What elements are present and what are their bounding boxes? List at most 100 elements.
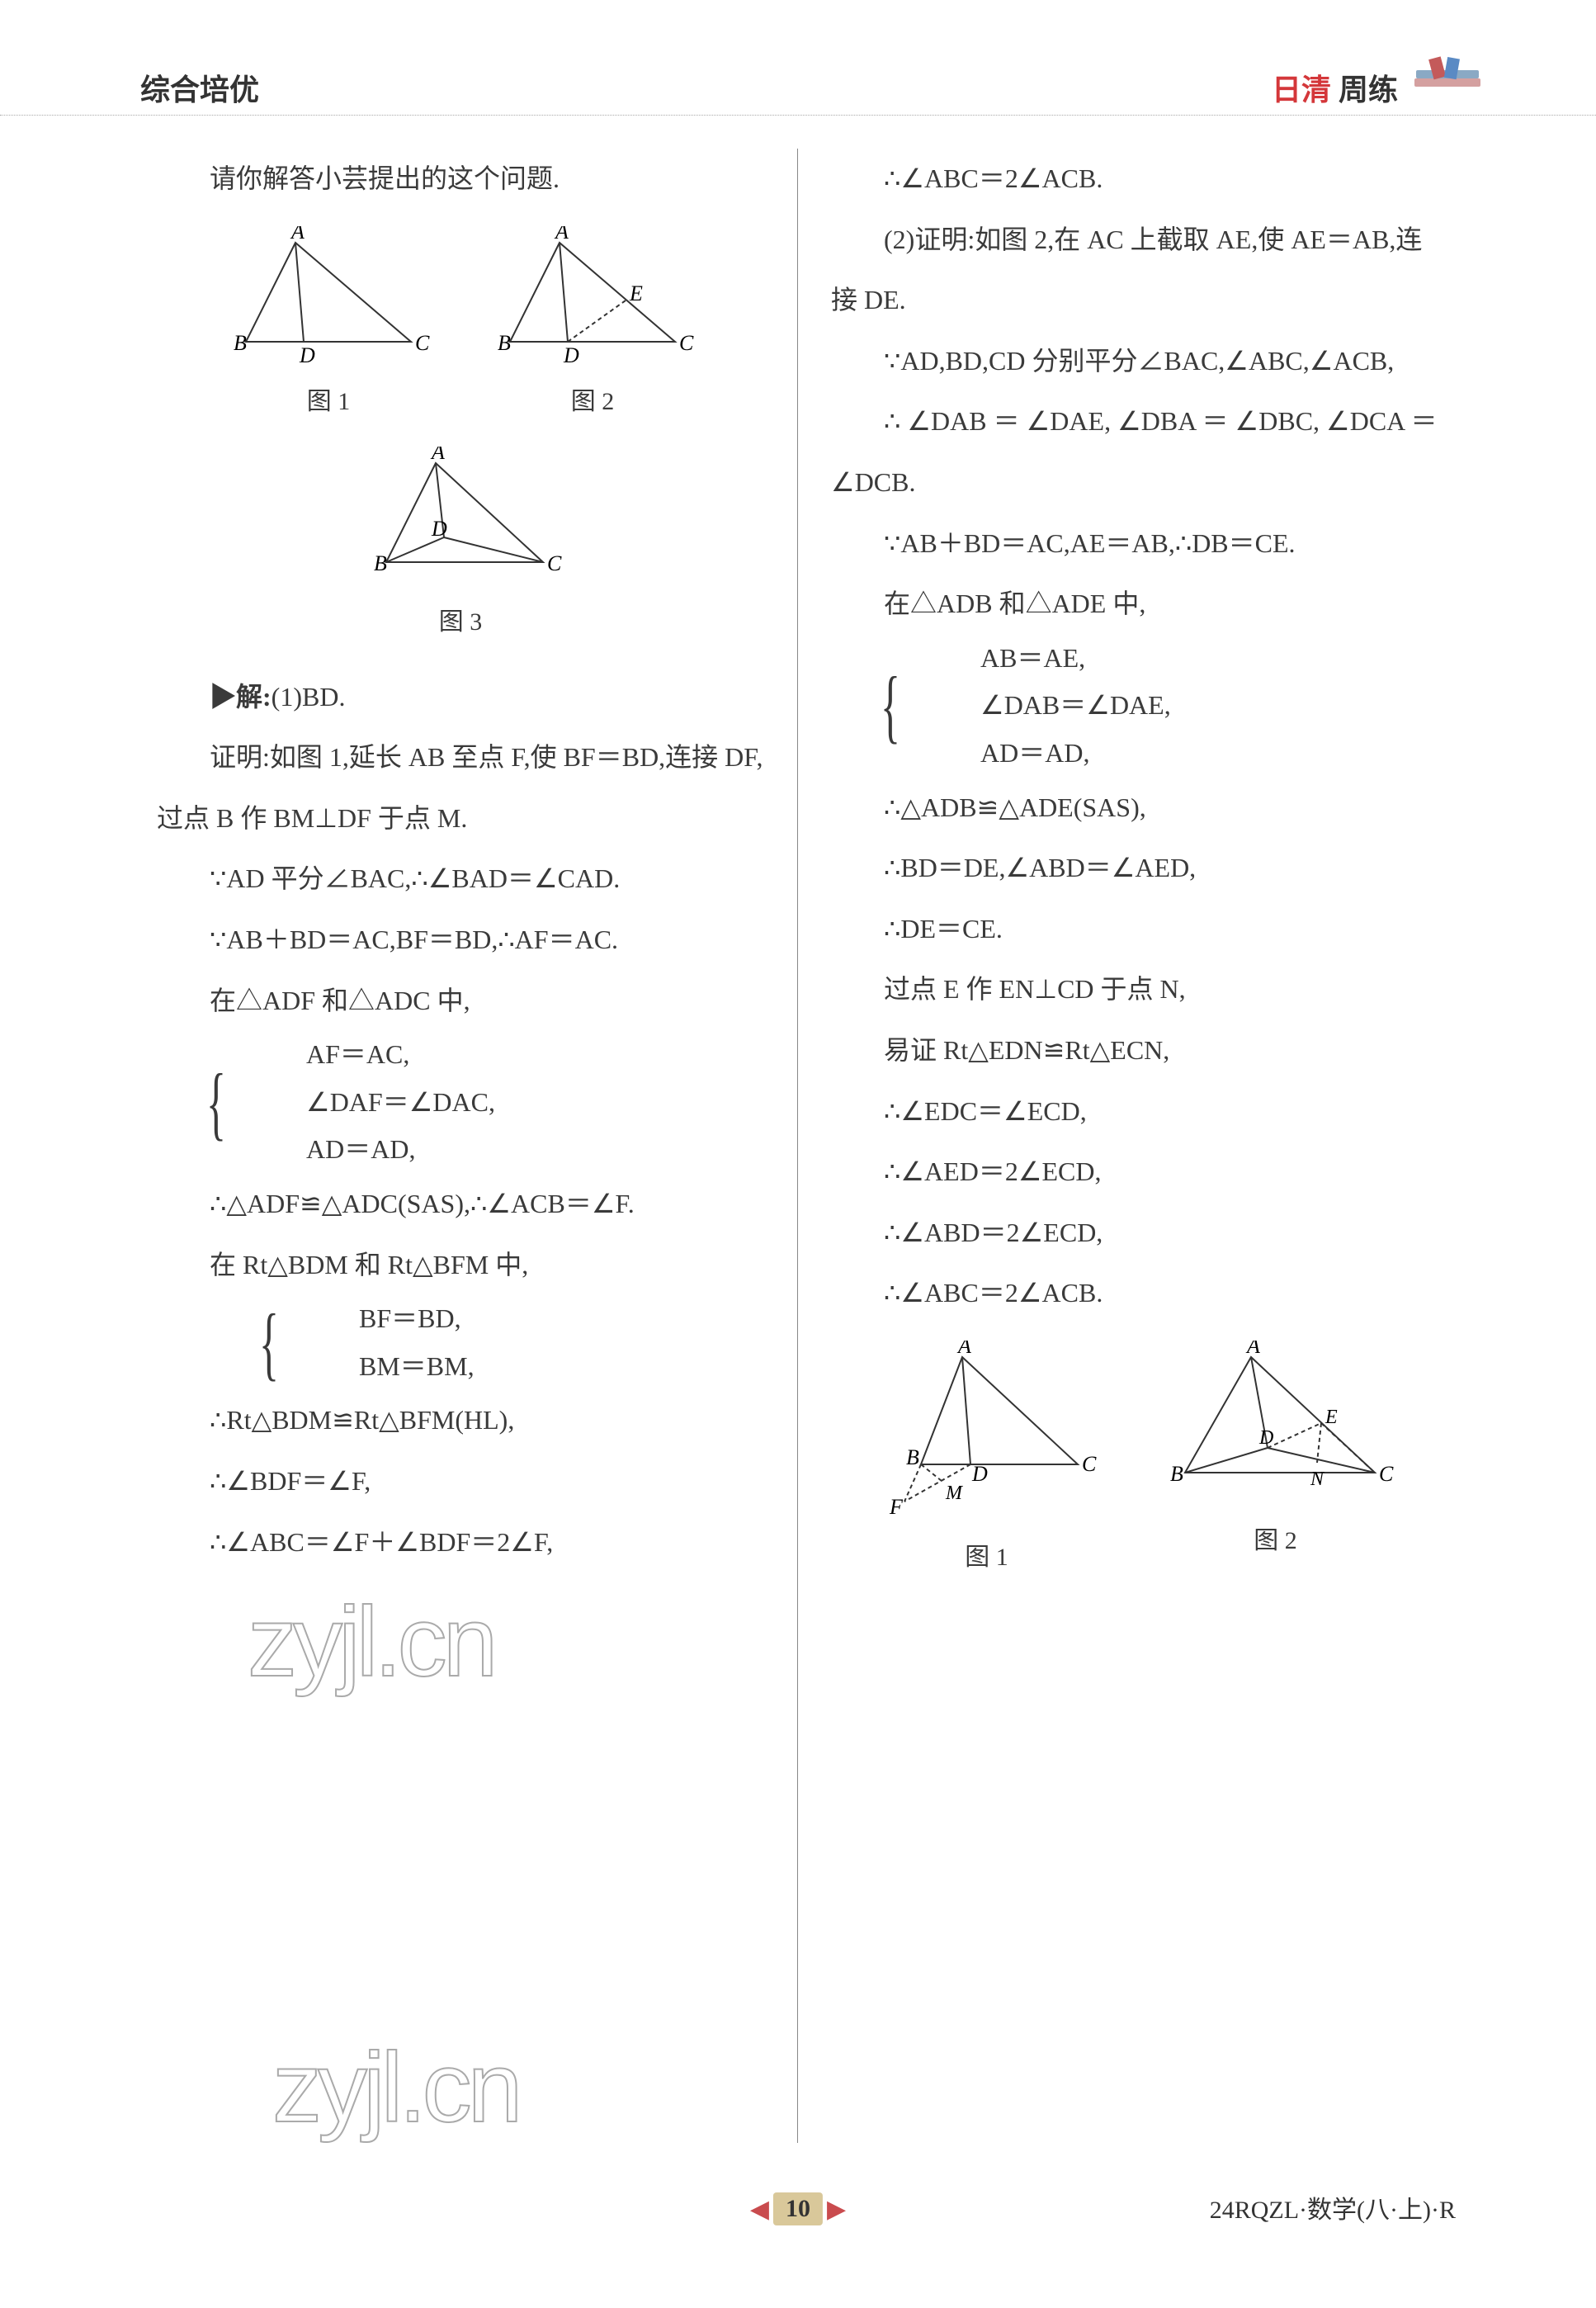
fig2-caption: 图 2 [571,373,615,430]
solution-diagram-1: A B C D F M [871,1341,1103,1522]
sol-l5-pre: 在△ADF 和△ADC 中, [210,986,470,1015]
problem-figure-1: A B C D 图 1 [221,226,436,430]
footer-code: 24RQZL·数学(八·上)·R [1210,2189,1456,2225]
watermark-1: zyjl.cn [248,1585,493,1699]
brace3-line2: ∠DAB＝∠DAE, [928,682,1171,730]
sol-l2: 过点 B 作 BM⊥DF 于点 M. [157,788,764,849]
page-arrow-left-icon: ◀ [750,2195,769,2224]
sol-r5-pre: 在△ADB 和△ADE 中, [884,589,1145,618]
sol-r4: ∵AB＋BD＝AC,AE＝AB,∴DB＝CE. [831,513,1439,575]
svg-text:E: E [629,281,643,305]
triangle-diagram-3: A B C D [353,447,568,587]
svg-text:D: D [1258,1427,1273,1449]
svg-text:A: A [1245,1341,1260,1358]
brace3-line3: AD＝AD, [928,730,1171,778]
content-area: 请你解答小芸提出的这个问题. A B C D 图 1 A [124,149,1472,2143]
sol-l7: 在 Rt△BDM 和 Rt△BFM 中, [157,1235,764,1296]
svg-text:E: E [1324,1407,1338,1428]
problem-figures-row2: A B C D 图 3 [157,447,764,650]
svg-text:C: C [1082,1452,1097,1476]
sol-r7: ∴BD＝DE,∠ABD＝∠AED, [831,838,1439,899]
sol-r9: 过点 E 作 EN⊥CD 于点 N, [831,959,1439,1020]
brace1-line1: AF＝AC, [253,1031,495,1079]
solution-figures-row: A B C D F M 图 1 A [831,1341,1439,1586]
triangle-diagram-2: A B C D E [485,226,700,367]
fig3-caption: 图 3 [439,594,483,650]
solfig1-caption: 图 1 [965,1529,1008,1586]
svg-text:N: N [1310,1469,1325,1490]
solfig2-caption: 图 2 [1254,1512,1297,1569]
sol-r11: ∴∠EDC＝∠ECD, [831,1081,1439,1142]
left-column: 请你解答小芸提出的这个问题. A B C D 图 1 A [124,149,798,2143]
svg-text:D: D [563,343,579,367]
svg-text:C: C [1379,1462,1394,1486]
svg-text:A: A [956,1341,971,1358]
sol-r3: ∴ ∠DAB ＝ ∠DAE, ∠DBA ＝ ∠DBC, ∠DCA ＝ [831,391,1439,452]
sol-r13: ∴∠ABD＝2∠ECD, [831,1203,1439,1264]
sol-l8-row: { BF＝BD, BM＝BM, [157,1295,764,1390]
svg-text:A: A [290,226,305,244]
svg-text:B: B [498,331,511,355]
sol-l0: ▶解:(1)BD. [157,667,764,728]
intro-text: 请你解答小芸提出的这个问题. [157,149,764,210]
sol-l5-row: 在△ADF 和△ADC 中, { AF＝AC, ∠DAF＝∠DAC, AD＝AD… [157,971,764,1174]
sol-l0-text: (1)BD. [272,682,346,712]
header-right-title: 日清 周练 [1272,66,1398,109]
brace2-line2: BM＝BM, [306,1343,475,1391]
sol-r8: ∴DE＝CE. [831,899,1439,960]
sol-r12: ∴∠AED＝2∠ECD, [831,1142,1439,1203]
solution-diagram-2: A B C D E N [1152,1341,1400,1506]
header-left-title: 综合培优 [140,66,259,109]
brace-group-1: { AF＝AC, ∠DAF＝∠DAC, AD＝AD, [157,1031,495,1174]
sol-r14: ∴∠ABC＝2∠ACB. [831,1263,1439,1324]
brace2-line1: BF＝BD, [306,1295,475,1343]
brace-group-3: { AB＝AE, ∠DAB＝∠DAE, AD＝AD, [831,635,1171,778]
sol-r10: 易证 Rt△EDN≌Rt△ECN, [831,1020,1439,1081]
sol-l10: ∴∠BDF＝∠F, [157,1451,764,1512]
brace-icon: { [233,1302,279,1384]
book-icon [1406,54,1489,110]
triangle-diagram-1: A B C D [221,226,436,367]
problem-figure-3: A B C D 图 3 [353,447,568,650]
svg-text:D: D [299,343,315,367]
sol-l1: 证明:如图 1,延长 AB 至点 F,使 BF＝BD,连接 DF, [157,727,764,788]
sol-r6: ∴△ADB≌△ADE(SAS), [831,778,1439,839]
svg-text:M: M [945,1483,964,1504]
sol-r1b: 接 DE. [831,270,1439,331]
page-number: 10 [773,2192,823,2225]
solution-figure-2: A B C D E N 图 2 [1152,1341,1400,1586]
sol-r3b: ∠DCB. [831,452,1439,513]
sol-l9: ∴Rt△BDM≌Rt△BFM(HL), [157,1390,764,1451]
svg-text:C: C [547,551,562,575]
svg-text:F: F [889,1495,904,1519]
sol-r0: ∴∠ABC＝2∠ACB. [831,149,1439,210]
header-red-text: 日清 [1272,73,1331,106]
problem-figure-2: A B C D E 图 2 [485,226,700,430]
solution-figure-1: A B C D F M 图 1 [871,1341,1103,1586]
brace3-line1: AB＝AE, [928,635,1171,683]
svg-text:B: B [234,331,247,355]
sol-r1: (2)证明:如图 2,在 AC 上截取 AE,使 AE＝AB,连 [831,210,1439,271]
solution-marker: ▶解: [210,682,272,712]
page-arrow-right-icon: ▶ [827,2195,846,2224]
sol-r5-row: 在△ADB 和△ADE 中, { AB＝AE, ∠DAB＝∠DAE, AD＝AD… [831,574,1439,777]
watermark-2: zyjl.cn [272,2031,518,2145]
brace-group-2: { BF＝BD, BM＝BM, [210,1295,475,1390]
sol-r2: ∵AD,BD,CD 分别平分∠BAC,∠ABC,∠ACB, [831,331,1439,392]
brace1-line3: AD＝AD, [253,1126,495,1174]
sol-l11: ∴∠ABC＝∠F＋∠BDF＝2∠F, [157,1512,764,1573]
svg-text:D: D [971,1462,988,1486]
svg-text:C: C [415,331,430,355]
page-header: 综合培优 日清 周练 [0,58,1596,116]
svg-text:C: C [679,331,694,355]
svg-text:A: A [554,226,569,244]
sol-l6: ∴△ADF≌△ADC(SAS),∴∠ACB＝∠F. [157,1174,764,1235]
brace-icon: { [854,664,900,747]
svg-text:B: B [1170,1462,1183,1486]
svg-text:B: B [374,551,387,575]
svg-text:A: A [430,447,445,464]
fig1-caption: 图 1 [307,373,351,430]
brace-icon: { [180,1062,226,1144]
sol-l4: ∵AB＋BD＝AC,BF＝BD,∴AF＝AC. [157,910,764,971]
header-dark-text: 周练 [1339,73,1398,106]
